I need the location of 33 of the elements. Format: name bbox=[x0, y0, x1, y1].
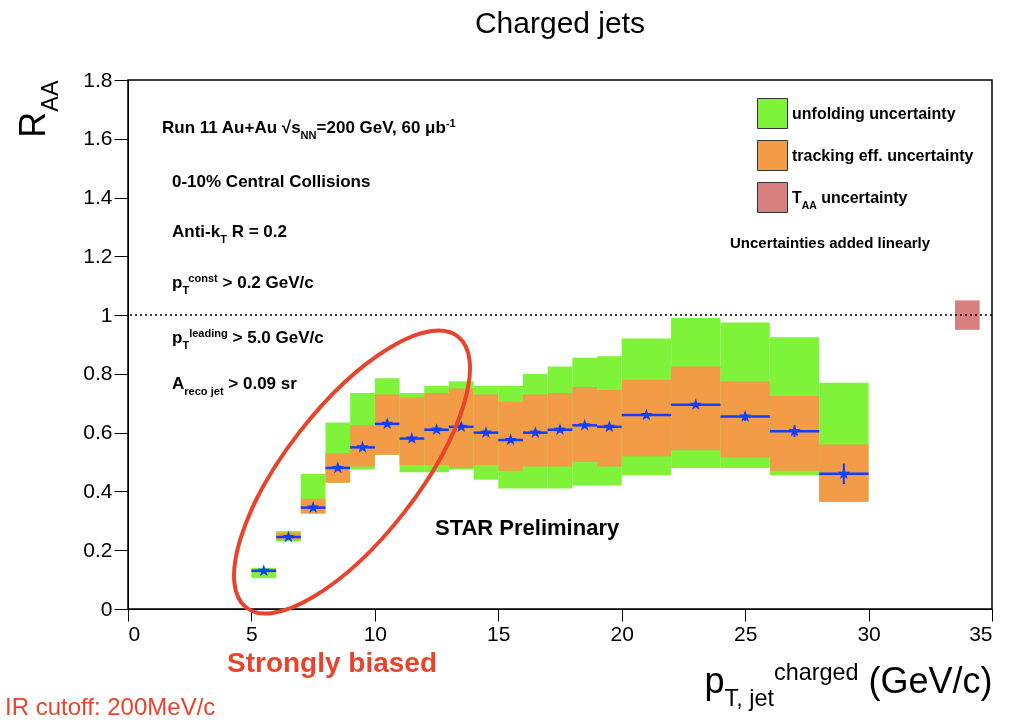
y-tick-label: 1.8 bbox=[83, 67, 113, 91]
x-tick-label: 20 bbox=[610, 621, 634, 645]
legend-label: unfolding uncertainty bbox=[792, 104, 956, 122]
x-tick-label: 5 bbox=[246, 621, 258, 645]
x-tick-label: 30 bbox=[857, 621, 881, 645]
y-tick-label: 1.2 bbox=[83, 243, 113, 267]
y-tick-label: 1.6 bbox=[83, 126, 113, 150]
x-tick-label: 0 bbox=[128, 621, 141, 645]
y-tick-label: 1 bbox=[100, 302, 113, 326]
annotation: p$_{T}$$^{const}$ > 0.2 GeV/c bbox=[172, 272, 314, 296]
text: Strongly biased bbox=[227, 647, 438, 678]
x-tick-label: 35 bbox=[969, 621, 993, 645]
y-tick-label: 0.8 bbox=[83, 361, 113, 385]
annotation: A$_{reco jet}$ > 0.09 sr bbox=[172, 374, 298, 397]
annotation: p$_{T}$$^{leading}$ > 5.0 GeV/c bbox=[172, 327, 324, 351]
y-tick-label: 0.2 bbox=[83, 537, 113, 561]
x-tick-label: 15 bbox=[487, 621, 511, 645]
annotation: Run 11 Au+Au √s$_{NN}$=200 GeV, 60 μb$^{-1}$ bbox=[162, 117, 456, 141]
x-tick-label: 10 bbox=[363, 621, 388, 645]
text: IR cutoff: 200MeV/c bbox=[5, 693, 216, 720]
annotation: Anti-k$_{T}$ R = 0.2 bbox=[172, 222, 287, 245]
annotation: Uncertainties added linearly bbox=[730, 234, 931, 251]
annotation: STAR Preliminary bbox=[435, 515, 620, 540]
y-tick-label: 0.6 bbox=[83, 420, 113, 444]
legend-label: T$_{AA}$ uncertainty bbox=[792, 188, 908, 210]
y-tick-label: 1.4 bbox=[83, 185, 113, 209]
legend-label: tracking eff. uncertainty bbox=[792, 146, 974, 164]
chart-title: Charged jets bbox=[474, 6, 646, 39]
y-tick-label: 0 bbox=[100, 596, 113, 620]
y-tick-label: 0.4 bbox=[83, 478, 113, 502]
annotation: 0-10% Central Collisions bbox=[172, 172, 371, 191]
x-tick-label: 25 bbox=[733, 621, 758, 645]
x-axis-title: p$_{T, jet}$$^{charged}$ (GeV/c) bbox=[704, 658, 993, 711]
